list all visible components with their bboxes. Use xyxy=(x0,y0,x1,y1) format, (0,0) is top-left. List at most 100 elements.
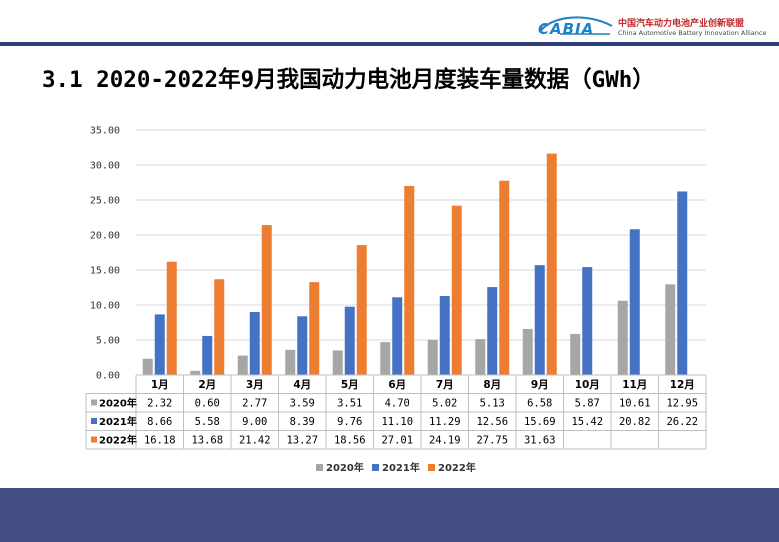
data-label: 9.00 xyxy=(242,416,267,428)
table-row-label: 2020年 xyxy=(99,397,137,410)
bar xyxy=(190,370,201,375)
bar xyxy=(629,229,640,375)
data-label: 24.19 xyxy=(429,435,461,447)
data-label: 8.39 xyxy=(290,416,315,428)
legend-key xyxy=(91,418,97,424)
bar xyxy=(665,284,676,375)
x-category-label: 9月 xyxy=(531,379,549,391)
legend-key xyxy=(91,399,97,406)
org-name-en: China Automotive Battery Innovation Alli… xyxy=(618,29,767,37)
x-category-label: 3月 xyxy=(246,379,264,391)
data-label: 9.76 xyxy=(337,416,362,428)
x-category-label: 5月 xyxy=(341,379,359,391)
y-tick-label: 10.00 xyxy=(90,301,120,312)
data-label: 8.66 xyxy=(147,416,172,428)
bar xyxy=(582,267,593,375)
bar xyxy=(285,349,296,375)
bar xyxy=(534,265,545,375)
cabia-logo-mark: CABIA xyxy=(536,12,616,38)
data-label: 2.32 xyxy=(147,398,172,410)
bar xyxy=(202,335,213,375)
y-tick-label: 20.00 xyxy=(90,231,120,242)
data-label: 3.51 xyxy=(337,398,362,410)
data-label: 27.01 xyxy=(381,435,413,447)
data-label: 12.95 xyxy=(666,398,698,410)
x-category-label: 6月 xyxy=(388,379,406,391)
org-name-cn: 中国汽车动力电池产业创新联盟 xyxy=(618,19,745,29)
bar xyxy=(214,279,225,375)
bar xyxy=(392,297,403,375)
data-label: 10.61 xyxy=(619,398,651,410)
data-label: 20.82 xyxy=(619,416,651,428)
data-label: 18.56 xyxy=(334,435,366,447)
y-tick-label: 0.00 xyxy=(96,371,120,382)
bar xyxy=(166,261,177,375)
bar xyxy=(309,282,320,375)
data-label: 13.27 xyxy=(286,435,318,447)
table-row-label: 2021年 xyxy=(99,415,137,428)
data-label: 4.70 xyxy=(385,398,410,410)
table-row-label: 2022年 xyxy=(99,434,137,447)
y-tick-label: 5.00 xyxy=(96,336,120,347)
bar xyxy=(404,185,415,375)
bar xyxy=(297,316,308,375)
legend-key xyxy=(316,464,323,471)
data-label: 5.58 xyxy=(195,416,220,428)
x-category-label: 1月 xyxy=(151,379,169,391)
bar xyxy=(475,339,486,375)
x-category-label: 11月 xyxy=(622,379,647,391)
cabia-logo: CABIA 中国汽车动力电池产业创新联盟 China Automotive Ba… xyxy=(536,10,776,40)
data-label: 5.13 xyxy=(480,398,505,410)
data-label: 15.42 xyxy=(571,416,603,428)
legend-entry: 2021年 xyxy=(382,461,420,474)
data-label: 31.63 xyxy=(524,435,556,447)
bar xyxy=(237,355,248,375)
y-tick-label: 15.00 xyxy=(90,266,120,277)
x-category-label: 10月 xyxy=(575,379,600,391)
data-label: 27.75 xyxy=(476,435,508,447)
bar xyxy=(154,314,165,375)
bar xyxy=(332,350,343,375)
legend-key xyxy=(372,464,379,471)
x-category-label: 12月 xyxy=(670,379,695,391)
data-label: 15.69 xyxy=(524,416,556,428)
bar xyxy=(380,342,391,375)
footer-bar xyxy=(0,488,779,542)
bar xyxy=(439,295,450,375)
legend-entry: 2020年 xyxy=(326,461,364,474)
bar xyxy=(570,333,581,375)
data-label: 5.02 xyxy=(432,398,457,410)
data-label: 16.18 xyxy=(144,435,176,447)
bar xyxy=(451,205,462,375)
data-label: 11.10 xyxy=(381,416,413,428)
x-category-label: 2月 xyxy=(198,379,216,391)
bar xyxy=(546,153,557,375)
x-category-label: 8月 xyxy=(483,379,501,391)
bar xyxy=(249,312,260,375)
data-label: 2.77 xyxy=(242,398,267,410)
data-label: 21.42 xyxy=(239,435,271,447)
y-tick-label: 25.00 xyxy=(90,196,120,207)
bar xyxy=(677,191,688,375)
data-label: 5.87 xyxy=(575,398,600,410)
bar xyxy=(142,358,153,375)
x-category-label: 7月 xyxy=(436,379,454,391)
bar xyxy=(344,306,355,375)
car-outline-icon xyxy=(539,16,613,35)
bar xyxy=(487,287,498,375)
data-label: 26.22 xyxy=(666,416,698,428)
data-label: 0.60 xyxy=(195,398,220,410)
data-label: 11.29 xyxy=(429,416,461,428)
bar xyxy=(261,225,272,375)
data-label: 3.59 xyxy=(290,398,315,410)
y-tick-label: 35.00 xyxy=(90,126,120,137)
header-divider xyxy=(0,42,779,46)
y-tick-label: 30.00 xyxy=(90,161,120,172)
data-label: 12.56 xyxy=(476,416,508,428)
bar xyxy=(427,339,438,375)
slide-title: 3.1 2020-2022年9月我国动力电池月度装车量数据（GWh） xyxy=(42,67,655,93)
x-category-label: 4月 xyxy=(293,379,311,391)
legend-key xyxy=(91,436,97,443)
bar xyxy=(617,300,628,375)
legend-entry: 2022年 xyxy=(438,461,476,474)
